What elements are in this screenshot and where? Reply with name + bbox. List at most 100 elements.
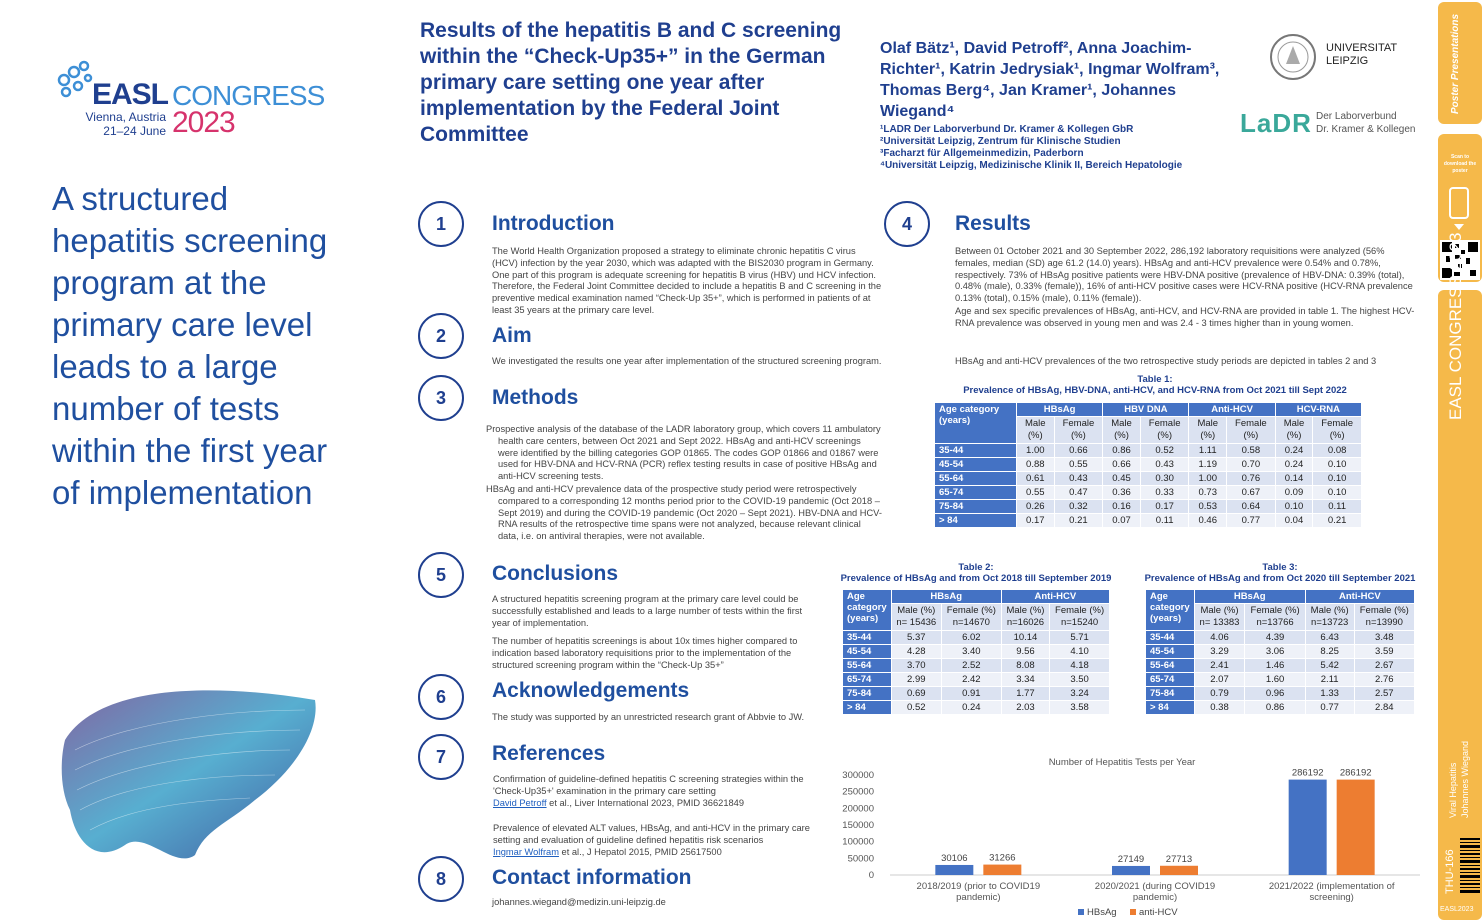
table1-value-cell: 0.43 bbox=[1053, 471, 1104, 486]
table2-caption-title: Prevalence of HBsAg and from Oct 2018 ti… bbox=[840, 573, 1112, 584]
contact-email[interactable]: johannes.wiegand@medizin.uni-leipzig.de bbox=[492, 897, 666, 907]
table1-value-cell: 1.00 bbox=[1016, 443, 1055, 458]
table1-value-cell: 0.11 bbox=[1312, 499, 1362, 514]
ack-heading: Acknowledgements bbox=[492, 679, 690, 702]
table3-age-cell: 65-74 bbox=[1145, 672, 1195, 687]
table1-subheader: Male (%) bbox=[1274, 416, 1314, 444]
reference-2-source: et al., J Hepatol 2015, PMID 25617500 bbox=[558, 846, 722, 857]
table2-value-cell: 2.99 bbox=[890, 672, 942, 687]
table-row: 55-64 3.70 2.52 8.08 4.18 bbox=[842, 658, 1110, 673]
table1-header-age: Age category (years) bbox=[934, 402, 1017, 444]
table1-group-header: HBsAg bbox=[1015, 402, 1104, 417]
results-text-1: Between 01 October 2021 and 30 September… bbox=[955, 246, 1413, 304]
table2-value-cell: 5.37 bbox=[890, 630, 942, 645]
table2-group-header: HBsAg bbox=[890, 589, 1002, 604]
table2-value-cell: 2.42 bbox=[940, 672, 1002, 687]
table2-value-cell: 2.52 bbox=[940, 658, 1002, 673]
table3-value-cell: 2.07 bbox=[1193, 672, 1246, 687]
table-row: 45-54 4.28 3.40 9.56 4.10 bbox=[842, 644, 1110, 659]
methods-text-1: Prospective analysis of the database of … bbox=[486, 424, 881, 482]
data-label: 27149 bbox=[1118, 854, 1144, 865]
table2-age-cell: 45-54 bbox=[842, 644, 892, 659]
table-row: 35-44 1.00 0.66 0.86 0.52 1.11 0.58 0.24 0.08 bbox=[934, 443, 1362, 458]
methods-text-2: HBsAg and anti-HCV prevalence data of th… bbox=[486, 484, 882, 542]
table3-header-age: Age category (years) bbox=[1145, 589, 1195, 631]
table1-value-cell: 0.24 bbox=[1274, 443, 1314, 458]
reference-1-link[interactable]: David Petroff bbox=[493, 797, 547, 808]
table2-age-cell: 55-64 bbox=[842, 658, 892, 673]
table1-value-cell: 0.30 bbox=[1139, 471, 1190, 486]
table3-subheader-sex: Female (%) bbox=[1359, 605, 1409, 616]
table3-value-cell: 0.38 bbox=[1193, 700, 1246, 715]
sidebar-author: Johannes Wiegand bbox=[1460, 740, 1470, 818]
table2-subheader-sex: Female (%) bbox=[946, 605, 996, 616]
section-number-7: 7 bbox=[418, 734, 464, 780]
affiliation-3: ³Facharzt für Allgemeinmedizin, Paderbor… bbox=[880, 148, 1084, 159]
table1-value-cell: 0.55 bbox=[1053, 457, 1104, 472]
section-number-8: 8 bbox=[418, 856, 464, 902]
table1-value-cell: 0.53 bbox=[1188, 499, 1228, 514]
table1-value-cell: 0.77 bbox=[1226, 513, 1276, 528]
table1-value-cell: 0.36 bbox=[1102, 485, 1141, 500]
table1-age-cell: 45-54 bbox=[934, 457, 1017, 472]
table2-value-cell: 10.14 bbox=[1000, 630, 1051, 645]
reference-1-source: et al., Liver International 2023, PMID 3… bbox=[546, 797, 745, 808]
table2-value-cell: 3.50 bbox=[1049, 672, 1110, 687]
table2-subheader: Male (%) n= 15436 bbox=[890, 603, 942, 631]
table1-value-cell: 0.08 bbox=[1312, 443, 1362, 458]
reference-1-title: Confirmation of guideline-defined hepati… bbox=[493, 774, 804, 796]
table3-age-cell: > 84 bbox=[1145, 700, 1195, 715]
table-row: > 84 0.52 0.24 2.03 3.58 bbox=[842, 700, 1110, 715]
table2-age-cell: 35-44 bbox=[842, 630, 892, 645]
reference-2-title: Prevalence of elevated ALT values, HBsAg… bbox=[493, 823, 810, 845]
bar-hbsag bbox=[1288, 779, 1327, 875]
table3-value-cell: 8.25 bbox=[1304, 644, 1355, 659]
intro-text: The World Health Organization proposed a… bbox=[492, 246, 882, 315]
poster-title: Results of the hepatitis B and C screeni… bbox=[420, 19, 842, 146]
university-line-1: UNIVERSITAT bbox=[1326, 42, 1398, 54]
table-row: 35-44 5.37 6.02 10.14 5.71 bbox=[842, 630, 1110, 645]
bar-anti-hcv bbox=[983, 864, 1022, 875]
reference-2-link[interactable]: Ingmar Wolfram bbox=[493, 846, 559, 857]
table1-value-cell: 0.14 bbox=[1274, 471, 1314, 486]
table1-value-cell: 0.11 bbox=[1139, 513, 1190, 528]
table1-value-cell: 0.66 bbox=[1102, 457, 1141, 472]
ladr-sub-1: Der Laborverbund bbox=[1316, 111, 1397, 122]
table3-value-cell: 2.57 bbox=[1353, 686, 1416, 701]
legend-swatch-anti-hcv bbox=[1130, 909, 1136, 915]
data-label: 286192 bbox=[1340, 768, 1372, 779]
table2-subheader: Female (%) n=15240 bbox=[1049, 603, 1110, 631]
table2-subheader: Female (%) n=14670 bbox=[940, 603, 1002, 631]
table2-value-cell: 3.40 bbox=[940, 644, 1002, 659]
table1-value-cell: 0.07 bbox=[1102, 513, 1141, 528]
intro-heading: Introduction bbox=[492, 212, 615, 235]
qr-download-tab[interactable]: Scan to download the poster bbox=[1438, 134, 1482, 282]
table1-value-cell: 0.73 bbox=[1188, 485, 1228, 500]
table2-value-cell: 3.24 bbox=[1049, 686, 1110, 701]
table3-subheader-sex: Female (%) bbox=[1250, 605, 1300, 616]
liver-illustration bbox=[61, 690, 316, 859]
table2-age-cell: 65-74 bbox=[842, 672, 892, 687]
table3-value-cell: 6.43 bbox=[1304, 630, 1355, 645]
y-tick-label: 0 bbox=[869, 870, 874, 881]
table3-age-cell: 55-64 bbox=[1145, 658, 1195, 673]
table3-value-cell: 0.96 bbox=[1244, 686, 1306, 701]
table2-value-cell: 4.10 bbox=[1049, 644, 1110, 659]
legend-swatch-hbsag bbox=[1078, 909, 1084, 915]
table3-caption-label: Table 3: bbox=[1262, 562, 1298, 573]
table2-caption-label: Table 2: bbox=[958, 562, 994, 573]
table3-value-cell: 0.86 bbox=[1244, 700, 1306, 715]
table-row: 65-74 2.07 1.60 2.11 2.76 bbox=[1145, 672, 1416, 687]
table2-value-cell: 3.58 bbox=[1049, 700, 1110, 715]
table2-subheader-n: n= 15436 bbox=[896, 617, 937, 628]
bar-hbsag bbox=[935, 864, 974, 875]
qr-code-icon[interactable] bbox=[1440, 240, 1480, 280]
table3-value-cell: 3.06 bbox=[1244, 644, 1306, 659]
table1-subheader: Male (%) bbox=[1016, 416, 1055, 444]
table1-value-cell: 0.26 bbox=[1016, 499, 1055, 514]
sidebar-code: THU-166 bbox=[1444, 849, 1456, 894]
table3-value-cell: 1.60 bbox=[1244, 672, 1306, 687]
poster-presentations-tab[interactable]: Poster Presentations bbox=[1438, 2, 1482, 124]
section-number-3: 3 bbox=[418, 375, 464, 421]
congress-dates: 21–24 June bbox=[103, 124, 166, 138]
